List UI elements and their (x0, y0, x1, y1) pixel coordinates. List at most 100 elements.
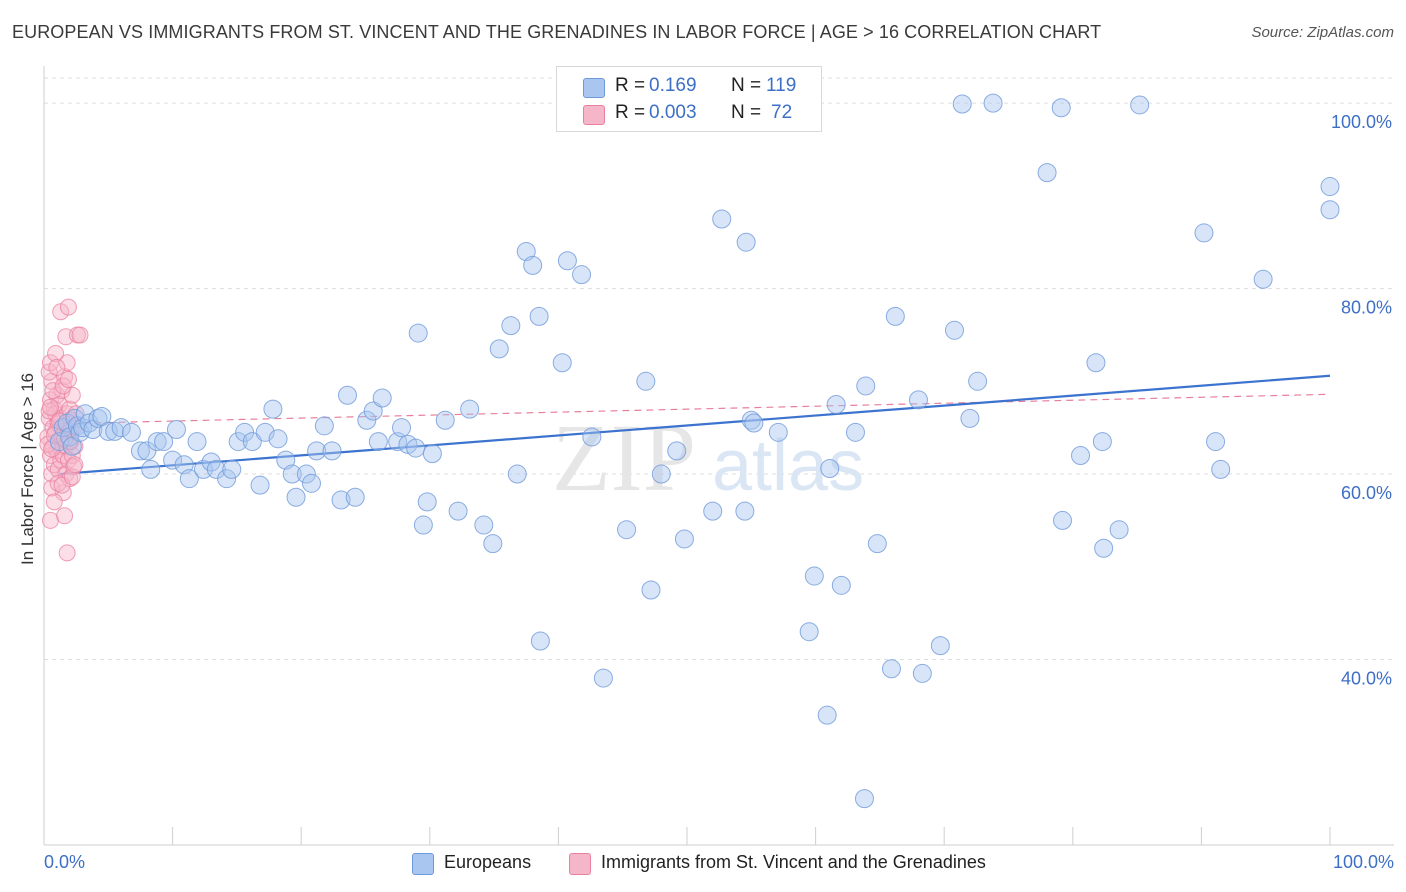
point-europeans (820, 458, 840, 478)
point-europeans (552, 353, 572, 373)
point-immigrants (41, 511, 59, 529)
point-europeans (314, 416, 334, 436)
stats-legend: R = 0.169 N = 119 R = 0.003 N = 72 (556, 66, 822, 132)
europeans-legend-label: Europeans (444, 852, 532, 872)
watermark-zip: ZIP (552, 404, 696, 511)
point-europeans (530, 631, 550, 651)
point-immigrants (58, 354, 76, 372)
point-europeans (944, 320, 964, 340)
point-europeans (674, 529, 694, 549)
point-europeans (507, 464, 527, 484)
point-europeans (1037, 163, 1057, 183)
point-europeans (799, 622, 819, 642)
point-europeans (268, 429, 288, 449)
point-europeans (1094, 538, 1114, 558)
point-europeans (804, 566, 824, 586)
point-europeans (460, 399, 480, 419)
n-label: N = (731, 102, 762, 123)
point-europeans (413, 515, 433, 535)
trend-lines (46, 374, 1331, 476)
point-europeans (845, 422, 865, 442)
point-europeans (331, 490, 351, 510)
immigrants-legend-label: Immigrants from St. Vincent and the Gren… (601, 852, 986, 872)
point-immigrants (66, 456, 84, 474)
point-europeans (983, 93, 1003, 113)
point-immigrants (71, 326, 89, 344)
point-europeans (1071, 446, 1091, 465)
point-europeans (744, 413, 764, 433)
point-europeans (147, 432, 167, 452)
point-europeans (286, 487, 306, 507)
point-europeans (712, 209, 732, 229)
point-immigrants (59, 370, 77, 388)
x-tick-label-max: 100.0% (1332, 852, 1394, 872)
y-tick-label: 80.0% (1341, 298, 1392, 318)
point-europeans (406, 438, 426, 458)
point-europeans (1206, 432, 1226, 452)
point-europeans (417, 492, 437, 512)
point-europeans (908, 390, 928, 410)
point-europeans (1130, 95, 1150, 115)
r-value: 0.003 (649, 102, 697, 123)
point-europeans (448, 501, 468, 521)
point-europeans (881, 659, 901, 679)
point-europeans (357, 410, 377, 430)
point-europeans (163, 450, 183, 470)
point-europeans (529, 306, 549, 326)
point-europeans (1320, 200, 1340, 220)
point-europeans (831, 575, 851, 595)
point-europeans (154, 432, 174, 452)
point-europeans (501, 316, 521, 336)
point-europeans (250, 475, 270, 495)
point-europeans (179, 469, 199, 489)
europeans-swatch (583, 78, 605, 98)
point-immigrants (48, 358, 66, 376)
point-immigrants (56, 507, 74, 525)
point-europeans (166, 420, 186, 440)
point-europeans (83, 420, 103, 440)
point-europeans (296, 464, 316, 484)
point-europeans (1092, 432, 1112, 452)
europeans-legend-swatch (412, 853, 434, 875)
y-axis-label: In Labor Force | Age > 16 (18, 372, 37, 565)
point-europeans (228, 432, 248, 452)
point-europeans (912, 663, 932, 683)
blue-points (49, 93, 1340, 809)
point-europeans (75, 404, 95, 424)
y-tick-label: 60.0% (1341, 483, 1392, 503)
point-europeans (1109, 520, 1129, 540)
n-value: 72 (771, 102, 793, 123)
point-europeans (572, 265, 592, 285)
point-europeans (222, 459, 242, 479)
point-europeans (130, 441, 150, 461)
point-europeans (217, 469, 237, 489)
point-europeans (435, 410, 455, 430)
point-europeans (735, 501, 755, 521)
point-immigrants (59, 298, 77, 316)
point-europeans (368, 432, 388, 452)
point-europeans (641, 580, 661, 600)
x-tick-label-min: 0.0% (44, 852, 86, 872)
point-europeans (854, 789, 874, 809)
point-europeans (968, 371, 988, 391)
point-europeans (483, 534, 503, 554)
point-europeans (856, 376, 876, 396)
point-europeans (301, 473, 321, 493)
point-europeans (1194, 223, 1214, 243)
point-europeans (930, 636, 950, 656)
y-tick-label: 100.0% (1331, 112, 1392, 132)
point-europeans (105, 421, 125, 441)
point-immigrants (47, 344, 65, 362)
point-europeans (636, 371, 656, 391)
source-label: Source: ZipAtlas.com (1251, 24, 1394, 41)
immigrants-legend-swatch (569, 853, 591, 875)
r-label: R = (615, 102, 646, 123)
point-europeans (736, 232, 756, 252)
point-europeans (523, 255, 543, 275)
trendline-europeans (59, 374, 1331, 476)
point-europeans (826, 394, 846, 414)
point-europeans (141, 459, 161, 479)
point-europeans (741, 410, 761, 430)
point-europeans (422, 444, 442, 464)
y-tick-labels: 40.0% 60.0% 80.0% 100.0% (1331, 112, 1392, 688)
